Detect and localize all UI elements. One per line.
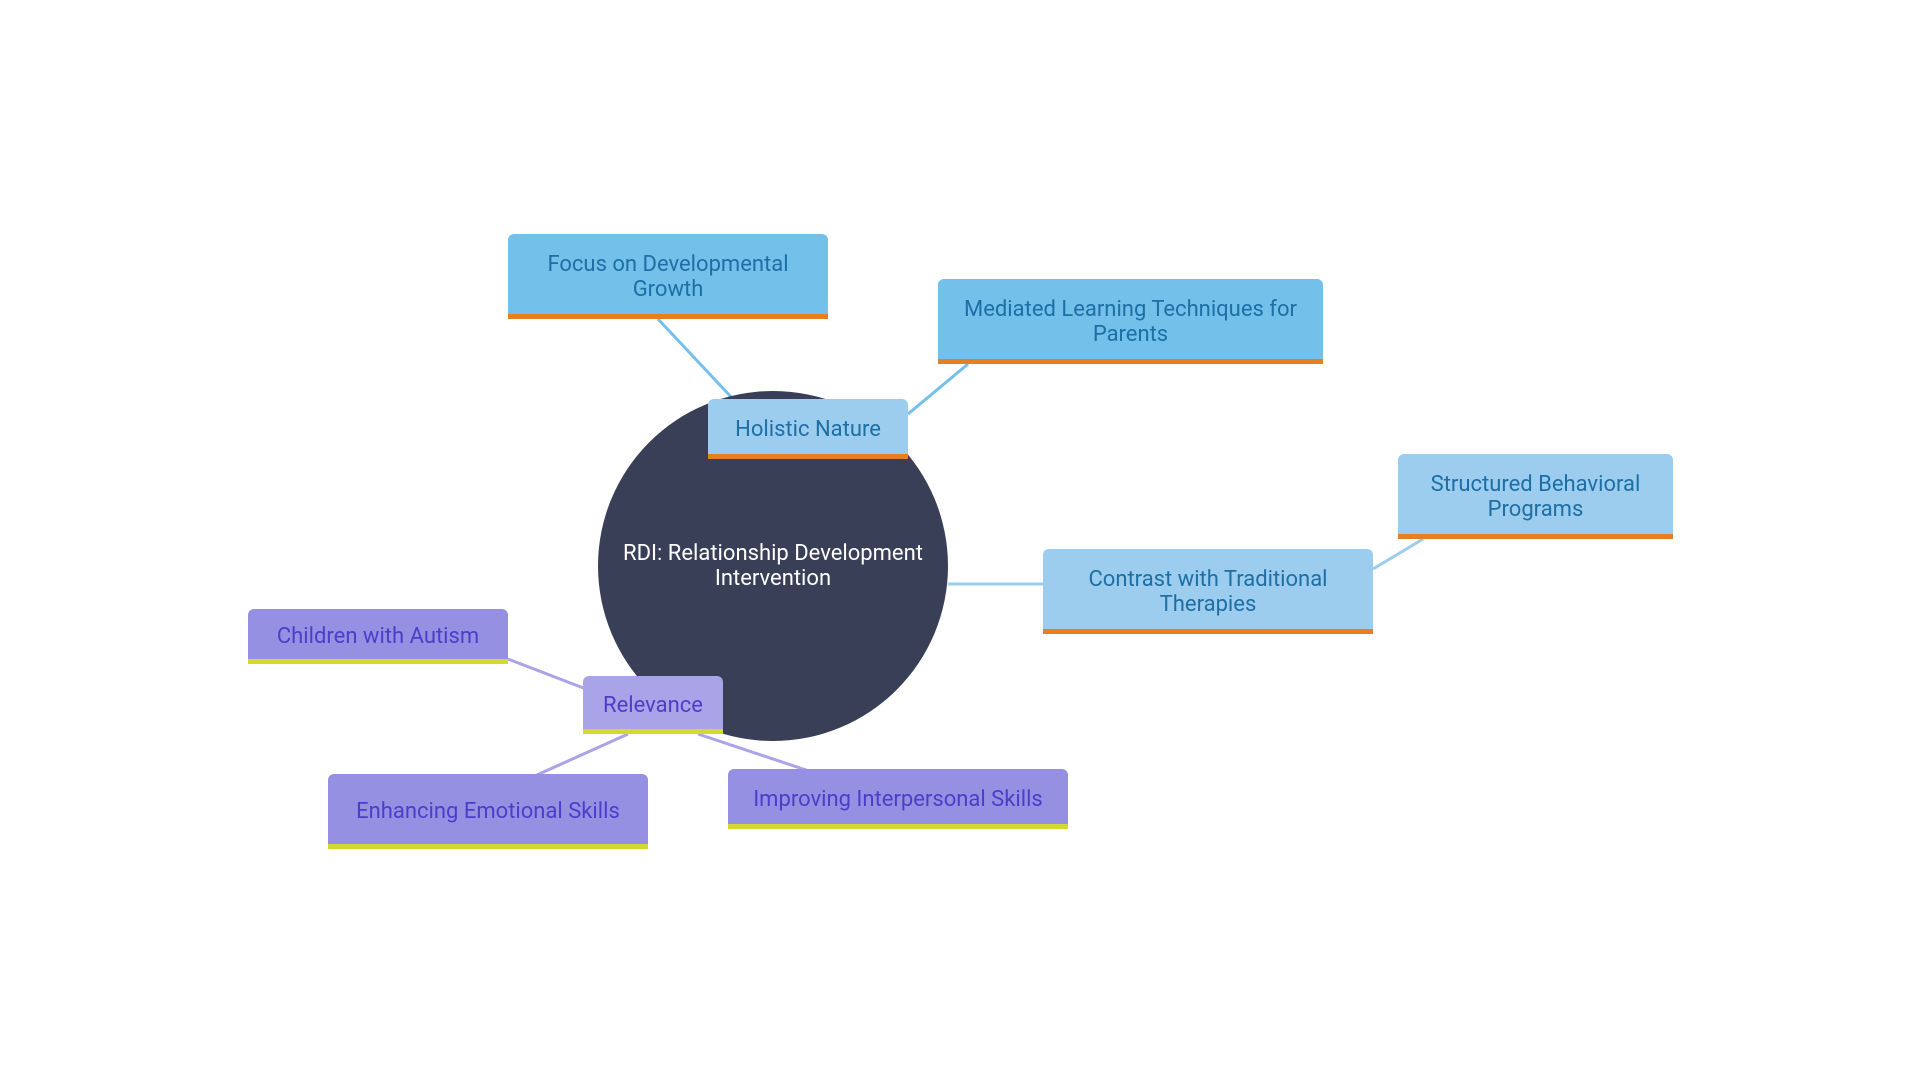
node-structured: Structured Behavioral Programs bbox=[1398, 454, 1673, 539]
node-autism: Children with Autism bbox=[248, 609, 508, 664]
node-underline-relevance bbox=[583, 729, 723, 734]
node-underline-growth bbox=[508, 314, 828, 319]
node-label-growth: Focus on Developmental Growth bbox=[528, 252, 808, 302]
mindmap-diagram: RDI: Relationship Development Interventi… bbox=[228, 129, 1691, 951]
node-relevance: Relevance bbox=[583, 676, 723, 734]
node-label-mediated: Mediated Learning Techniques for Parents bbox=[958, 297, 1303, 347]
node-underline-autism bbox=[248, 659, 508, 664]
node-mediated: Mediated Learning Techniques for Parents bbox=[938, 279, 1323, 364]
node-emotional: Enhancing Emotional Skills bbox=[328, 774, 648, 849]
node-label-interpersonal: Improving Interpersonal Skills bbox=[753, 787, 1043, 812]
node-holistic: Holistic Nature bbox=[708, 399, 908, 459]
node-underline-structured bbox=[1398, 534, 1673, 539]
node-underline-contrast bbox=[1043, 629, 1373, 634]
node-label-autism: Children with Autism bbox=[277, 624, 479, 649]
node-label-structured: Structured Behavioral Programs bbox=[1418, 472, 1653, 522]
node-underline-holistic bbox=[708, 454, 908, 459]
node-underline-mediated bbox=[938, 359, 1323, 364]
node-growth: Focus on Developmental Growth bbox=[508, 234, 828, 319]
node-label-holistic: Holistic Nature bbox=[735, 417, 881, 442]
node-label-contrast: Contrast with Traditional Therapies bbox=[1063, 567, 1353, 617]
node-interpersonal: Improving Interpersonal Skills bbox=[728, 769, 1068, 829]
node-label-emotional: Enhancing Emotional Skills bbox=[356, 799, 620, 824]
node-underline-interpersonal bbox=[728, 824, 1068, 829]
center-label: RDI: Relationship Development Interventi… bbox=[598, 521, 948, 611]
node-label-relevance: Relevance bbox=[603, 693, 703, 718]
node-contrast: Contrast with Traditional Therapies bbox=[1043, 549, 1373, 634]
node-underline-emotional bbox=[328, 844, 648, 849]
